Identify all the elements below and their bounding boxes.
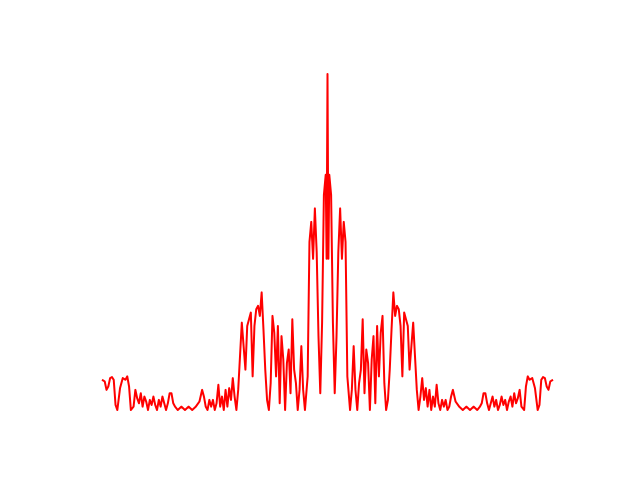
plot-area bbox=[101, 73, 554, 411]
series-line-0 bbox=[101, 73, 554, 411]
